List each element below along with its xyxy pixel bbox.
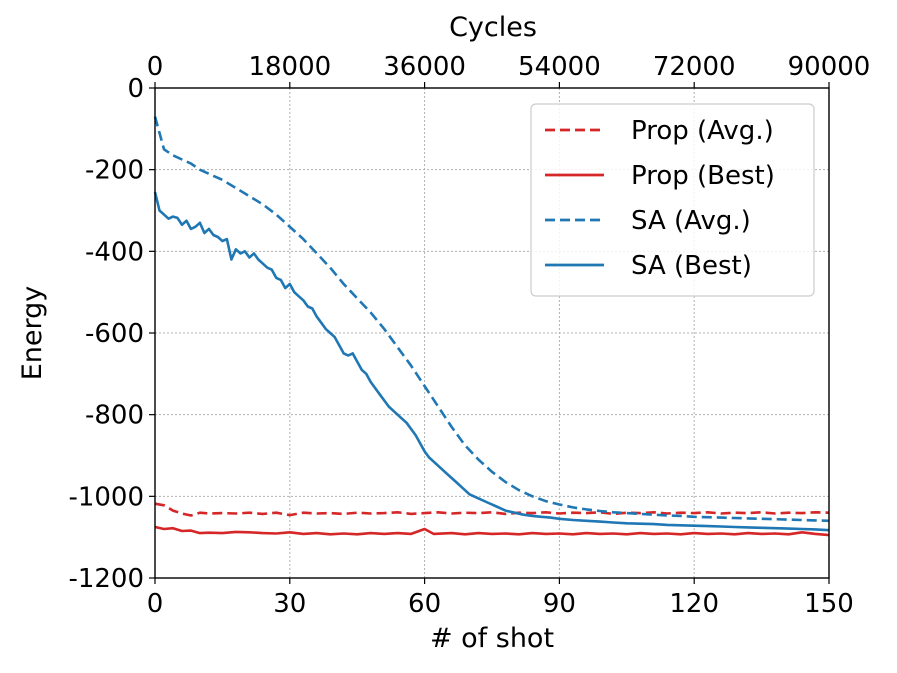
top-axis-label: Cycles <box>449 12 537 43</box>
y-tick-label: -600 <box>85 319 144 349</box>
x-axis-label: # of shot <box>430 623 554 654</box>
y-tick-label: -200 <box>85 156 144 186</box>
series-line-prop-best <box>154 525 830 537</box>
top-x-tick-label: 54000 <box>518 52 601 82</box>
y-tick-label: -400 <box>85 237 144 267</box>
top-x-tick-label: 36000 <box>383 52 466 82</box>
top-x-tick-label: 72000 <box>653 52 736 82</box>
legend: Prop (Avg.) Prop (Best) SA (Avg.) SA (Be… <box>530 103 815 297</box>
x-tick-label: 30 <box>273 589 306 619</box>
legend-label-sa-avg: SA (Avg.) <box>631 206 751 236</box>
series-line-prop-avg <box>154 502 830 517</box>
top-x-tick-label: 18000 <box>248 52 331 82</box>
x-tick-label: 90 <box>543 589 576 619</box>
y-axis-label: Energy <box>17 286 48 381</box>
series-line-sa-avg <box>153 116 830 523</box>
y-tick-label: -1200 <box>68 564 144 594</box>
tick-marks <box>149 82 830 584</box>
legend-label-prop-avg: Prop (Avg.) <box>631 116 774 146</box>
x-tick-label: 60 <box>408 589 441 619</box>
x-tick-label: 0 <box>147 589 164 619</box>
y-tick-label: -1000 <box>68 482 144 512</box>
legend-box <box>530 103 815 297</box>
top-x-tick-label: 90000 <box>788 52 871 82</box>
series-line-sa-best <box>153 191 830 532</box>
series-lines <box>153 116 830 537</box>
y-tick-label: 0 <box>127 74 144 104</box>
top-x-tick-label: 0 <box>147 52 164 82</box>
x-tick-label: 150 <box>804 589 854 619</box>
legend-label-prop-best: Prop (Best) <box>631 161 775 191</box>
y-tick-label: -800 <box>85 401 144 431</box>
legend-label-sa-best: SA (Best) <box>631 251 752 281</box>
x-tick-label: 120 <box>669 589 719 619</box>
